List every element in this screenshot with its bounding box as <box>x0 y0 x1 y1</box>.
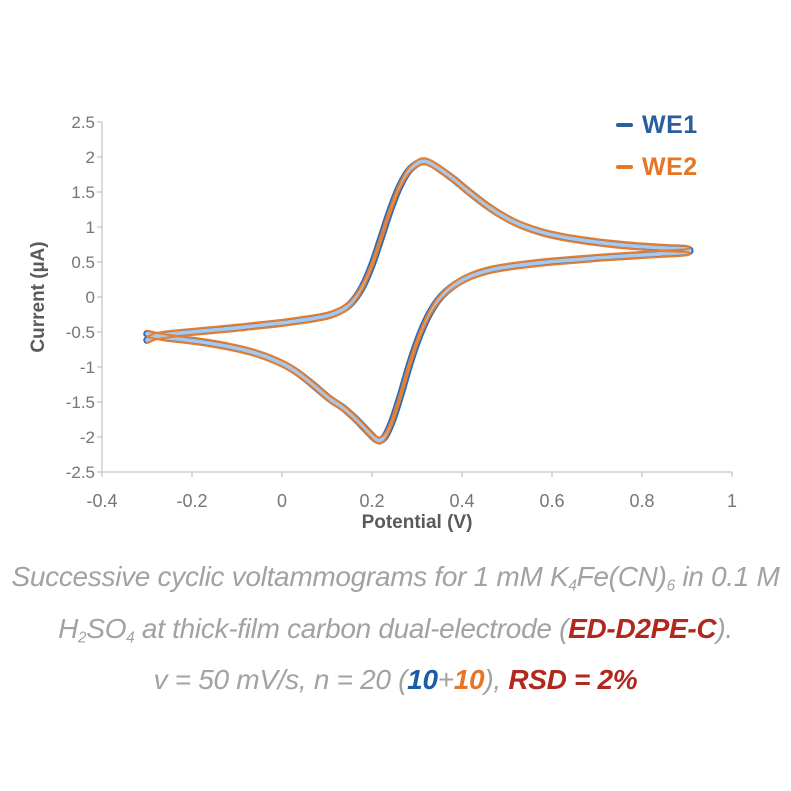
caption-text: SO <box>86 612 127 644</box>
legend-dash-icon <box>616 123 633 127</box>
caption-line: Successive cyclic voltammograms for 1 mM… <box>0 556 791 608</box>
axes: -0.4 -0.2 0 0.2 0.4 0.6 0.8 1 2.5 2 1.5 1 0.5 0 -0.5 -1… <box>66 113 737 511</box>
x-tick-label: -0.4 <box>86 491 117 511</box>
caption-text: ). <box>716 612 733 644</box>
caption-text: ), <box>484 664 509 696</box>
x-tick-label: 0.4 <box>449 491 474 511</box>
y-tick-label: 2 <box>86 148 95 167</box>
legend-label: WE1 <box>642 110 698 139</box>
caption-text: Fe(CN) <box>576 561 667 592</box>
legend-dash-icon <box>616 165 633 169</box>
cv-curve-we1-inner <box>145 159 692 443</box>
x-axis-title: Potential (V) <box>362 512 473 533</box>
caption-highlight-blue: 10 <box>407 664 438 696</box>
caption-text: 4 <box>568 577 577 595</box>
cv-curve-we1 <box>143 157 694 445</box>
caption-text: 2 <box>78 629 87 647</box>
cv-curve-we2 <box>146 163 691 445</box>
x-tick-label: 0.8 <box>629 491 654 511</box>
caption-text: v = 50 mV/s, n = 20 ( <box>153 664 408 696</box>
caption-highlight-orange: 10 <box>453 664 485 696</box>
legend-entry: WE1 <box>616 104 698 146</box>
x-tick-label: 0 <box>277 491 287 511</box>
y-tick-label: 0 <box>86 288 95 307</box>
caption-text: 4 <box>126 629 135 647</box>
figure-caption: Successive cyclic voltammograms for 1 mM… <box>0 556 791 701</box>
y-axis-title: Current (µA) <box>28 241 49 352</box>
x-tick-label: -0.2 <box>176 491 207 511</box>
x-tick-label: 0.6 <box>539 491 564 511</box>
caption-text: + <box>437 664 454 696</box>
caption-text: in 0.1 M <box>674 561 780 592</box>
caption-line: H2SO4 at thick-film carbon dual-electrod… <box>0 608 791 660</box>
y-tick-label: -1 <box>80 358 95 377</box>
legend-entry: WE2 <box>616 146 698 188</box>
y-tick-label: 0.5 <box>71 253 95 272</box>
caption-text: at thick-film carbon dual-electrode ( <box>134 612 569 644</box>
y-tick-label: -0.5 <box>66 323 95 342</box>
caption-highlight-red: ED-D2PE-C <box>568 612 717 644</box>
x-tick-label: 1 <box>727 491 737 511</box>
caption-highlight-red: RSD = 2% <box>508 664 638 696</box>
y-tick-label: 1.5 <box>71 183 95 202</box>
caption-text: H <box>58 612 79 644</box>
y-tick-label: 1 <box>86 218 95 237</box>
caption-text: Successive cyclic voltammograms for 1 mM… <box>11 561 569 592</box>
y-tick-label: -2.5 <box>66 463 95 482</box>
caption-line: v = 50 mV/s, n = 20 (10+10), RSD = 2% <box>0 659 791 701</box>
y-tick-label: -2 <box>80 428 95 447</box>
x-tick-label: 0.2 <box>359 491 384 511</box>
legend: WE1 WE2 <box>616 104 698 188</box>
y-tick-label: -1.5 <box>66 393 95 412</box>
y-tick-label: 2.5 <box>71 113 95 132</box>
cv-chart: -0.4 -0.2 0 0.2 0.4 0.6 0.8 1 2.5 2 1.5 1 0.5 0 -0.5 -1… <box>28 113 737 533</box>
cv-curve-we2 <box>146 157 691 439</box>
legend-label: WE2 <box>642 152 698 181</box>
caption-text: 6 <box>666 577 676 595</box>
cv-curves <box>143 157 694 445</box>
